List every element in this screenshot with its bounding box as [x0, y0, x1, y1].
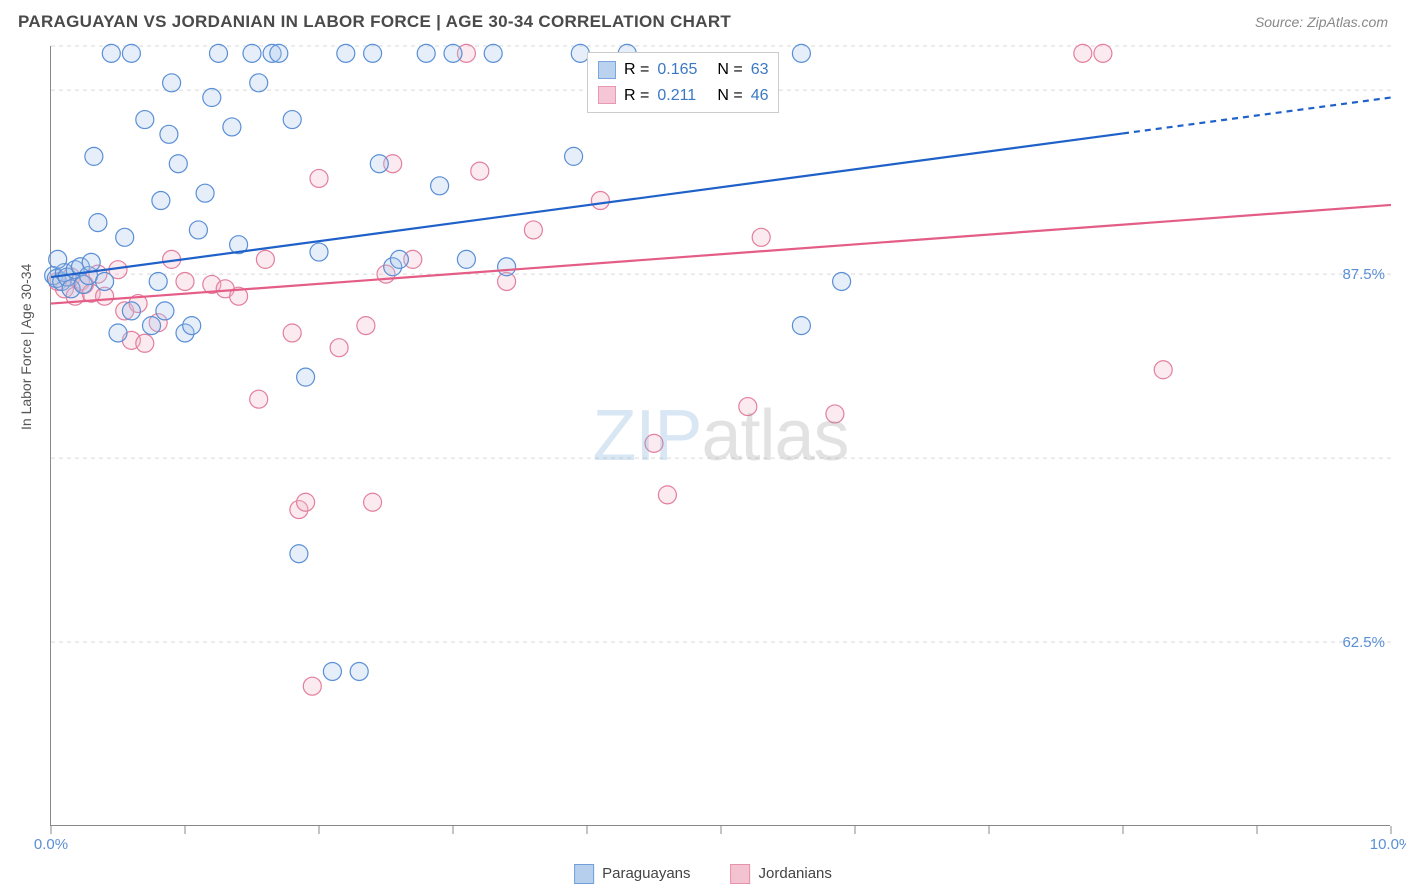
data-point [156, 302, 174, 320]
data-point [243, 44, 261, 62]
legend-swatch [598, 86, 616, 104]
data-point [109, 324, 127, 342]
data-point [323, 662, 341, 680]
data-point [739, 398, 757, 416]
data-point [290, 545, 308, 563]
data-point [350, 662, 368, 680]
legend-item: Jordanians [731, 864, 832, 884]
data-point [250, 74, 268, 92]
data-point [364, 493, 382, 511]
data-point [89, 214, 107, 232]
data-point [160, 125, 178, 143]
data-point [364, 44, 382, 62]
chart-title: PARAGUAYAN VS JORDANIAN IN LABOR FORCE |… [18, 12, 731, 32]
legend-label: Paraguayans [602, 865, 690, 882]
series-legend: Paraguayans Jordanians [574, 864, 832, 884]
data-point [122, 44, 140, 62]
data-point [1074, 44, 1092, 62]
data-point [183, 317, 201, 335]
data-point [163, 74, 181, 92]
y-axis-label: In Labor Force | Age 30-34 [18, 264, 34, 430]
data-point [143, 317, 161, 335]
data-point [444, 44, 462, 62]
data-point [149, 272, 167, 290]
data-point [283, 111, 301, 129]
y-tick-label: 62.5% [1342, 634, 1385, 651]
x-tick-label: 0.0% [34, 836, 68, 853]
data-point [471, 162, 489, 180]
data-point [645, 434, 663, 452]
source-label: Source: ZipAtlas.com [1255, 14, 1388, 30]
data-point [270, 44, 288, 62]
data-point [431, 177, 449, 195]
data-point [203, 89, 221, 107]
data-point [565, 147, 583, 165]
data-point [85, 147, 103, 165]
data-point [82, 253, 100, 271]
data-point [136, 111, 154, 129]
data-point [96, 272, 114, 290]
legend-label: Jordanians [759, 865, 832, 882]
data-point [49, 250, 67, 268]
data-point [256, 250, 274, 268]
chart-plot-area: 62.5%87.5% ZIPatlas R =0.165N =63R =0.21… [50, 46, 1390, 826]
legend-stat-row: R =0.165N =63 [598, 57, 768, 83]
scatter-svg: 62.5% 87.5% [51, 46, 1391, 826]
correlation-legend: R =0.165N =63R =0.211N =46 [587, 52, 779, 113]
data-point [223, 118, 241, 136]
legend-swatch [731, 864, 751, 884]
data-point [136, 334, 154, 352]
data-point [122, 302, 140, 320]
data-point [1094, 44, 1112, 62]
data-point [283, 324, 301, 342]
data-point [484, 44, 502, 62]
data-point [176, 272, 194, 290]
data-point [330, 339, 348, 357]
data-point [498, 258, 516, 276]
trend-line-dashed [1123, 98, 1391, 134]
legend-item: Paraguayans [574, 864, 690, 884]
data-point [189, 221, 207, 239]
data-point [116, 228, 134, 246]
data-point [524, 221, 542, 239]
data-point [357, 317, 375, 335]
data-point [658, 486, 676, 504]
legend-swatch [598, 61, 616, 79]
legend-swatch [574, 864, 594, 884]
trend-line [51, 205, 1391, 304]
y-tick-label: 87.5% [1342, 266, 1385, 283]
data-point [196, 184, 214, 202]
data-point [102, 44, 120, 62]
data-point [310, 169, 328, 187]
data-point [297, 493, 315, 511]
data-point [370, 155, 388, 173]
data-point [250, 390, 268, 408]
legend-stat-row: R =0.211N =46 [598, 83, 768, 109]
data-point [792, 44, 810, 62]
data-point [210, 44, 228, 62]
x-tick-label: 10.0% [1370, 836, 1406, 853]
data-point [826, 405, 844, 423]
data-point [752, 228, 770, 246]
data-point [337, 44, 355, 62]
data-point [310, 243, 328, 261]
data-point [169, 155, 187, 173]
data-point [1154, 361, 1172, 379]
trend-line [51, 133, 1123, 277]
data-point [417, 44, 435, 62]
data-point [591, 192, 609, 210]
data-point [792, 317, 810, 335]
data-point [152, 192, 170, 210]
data-point [457, 250, 475, 268]
data-point [833, 272, 851, 290]
data-point [303, 677, 321, 695]
data-point [390, 250, 408, 268]
data-point [297, 368, 315, 386]
